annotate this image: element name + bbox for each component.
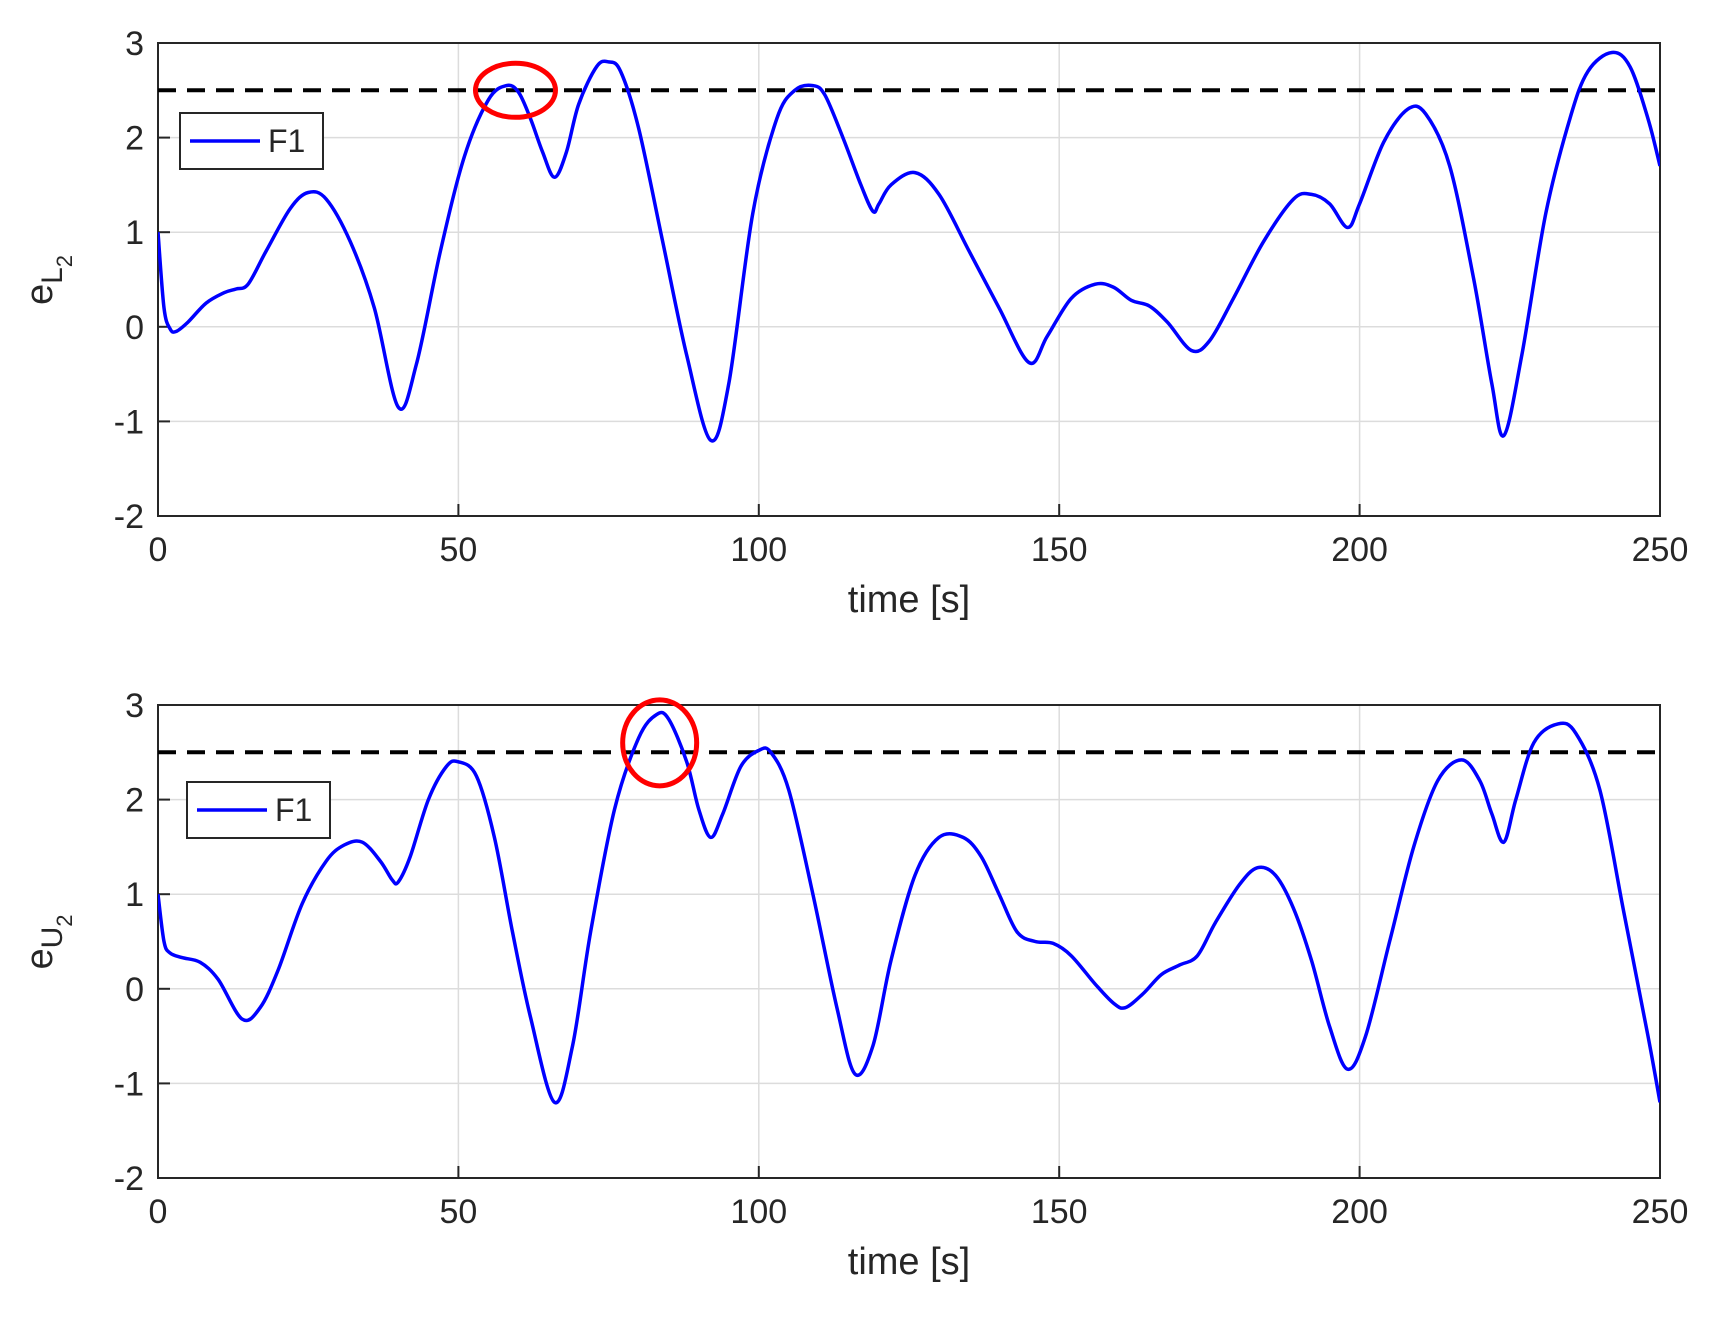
y-tick-label: -1 bbox=[114, 1065, 144, 1103]
y-tick-label: 1 bbox=[125, 876, 144, 914]
y-tick-label: -2 bbox=[114, 1160, 144, 1198]
x-tick-label: 50 bbox=[439, 531, 477, 569]
x-axis-label: time [s] bbox=[848, 1241, 970, 1283]
x-tick-label: 200 bbox=[1331, 531, 1388, 569]
highlight-circle bbox=[620, 697, 700, 789]
x-tick-label: 50 bbox=[439, 1193, 477, 1231]
legend: F1 bbox=[186, 781, 331, 839]
x-tick-label: 0 bbox=[149, 1193, 168, 1231]
y-axis-label: eU2 bbox=[19, 914, 77, 969]
y-axis-label: eL2 bbox=[19, 255, 77, 305]
y-tick-label: 1 bbox=[125, 214, 144, 252]
x-axis-label: time [s] bbox=[848, 579, 970, 621]
y-tick-label: 2 bbox=[125, 120, 144, 158]
axes-box bbox=[157, 42, 1661, 517]
legend-label: F1 bbox=[275, 792, 312, 828]
series-line-f1 bbox=[158, 50, 1660, 443]
y-tick-label: 2 bbox=[125, 782, 144, 820]
plot-area bbox=[158, 705, 1660, 1178]
y-axis-label-subsub: 2 bbox=[52, 255, 77, 267]
series-line-f1 bbox=[158, 710, 1660, 1105]
x-tick-label: 250 bbox=[1632, 1193, 1689, 1231]
y-axis-label-subsub: 2 bbox=[52, 914, 77, 926]
y-tick-label: 0 bbox=[125, 971, 144, 1009]
y-axis-label-sub: U bbox=[36, 927, 69, 949]
legend: F1 bbox=[179, 112, 324, 170]
x-tick-label: 0 bbox=[149, 531, 168, 569]
y-tick-label: -2 bbox=[114, 498, 144, 536]
legend-label: F1 bbox=[268, 123, 305, 159]
highlight-circle bbox=[472, 60, 558, 120]
y-axis-label-base: e bbox=[19, 284, 61, 305]
y-tick-label: -1 bbox=[114, 403, 144, 441]
x-tick-label: 100 bbox=[730, 1193, 787, 1231]
x-tick-label: 250 bbox=[1632, 531, 1689, 569]
x-tick-label: 100 bbox=[730, 531, 787, 569]
x-tick-label: 200 bbox=[1331, 1193, 1388, 1231]
y-axis-label-base: e bbox=[19, 948, 61, 969]
y-tick-label: 3 bbox=[125, 25, 144, 63]
y-axis-label-sub: L bbox=[36, 267, 69, 284]
y-tick-label: 0 bbox=[125, 309, 144, 347]
x-tick-label: 150 bbox=[1031, 1193, 1088, 1231]
y-tick-label: 3 bbox=[125, 687, 144, 725]
axes-box bbox=[157, 704, 1661, 1179]
plot-area bbox=[158, 43, 1660, 516]
x-tick-label: 150 bbox=[1031, 531, 1088, 569]
